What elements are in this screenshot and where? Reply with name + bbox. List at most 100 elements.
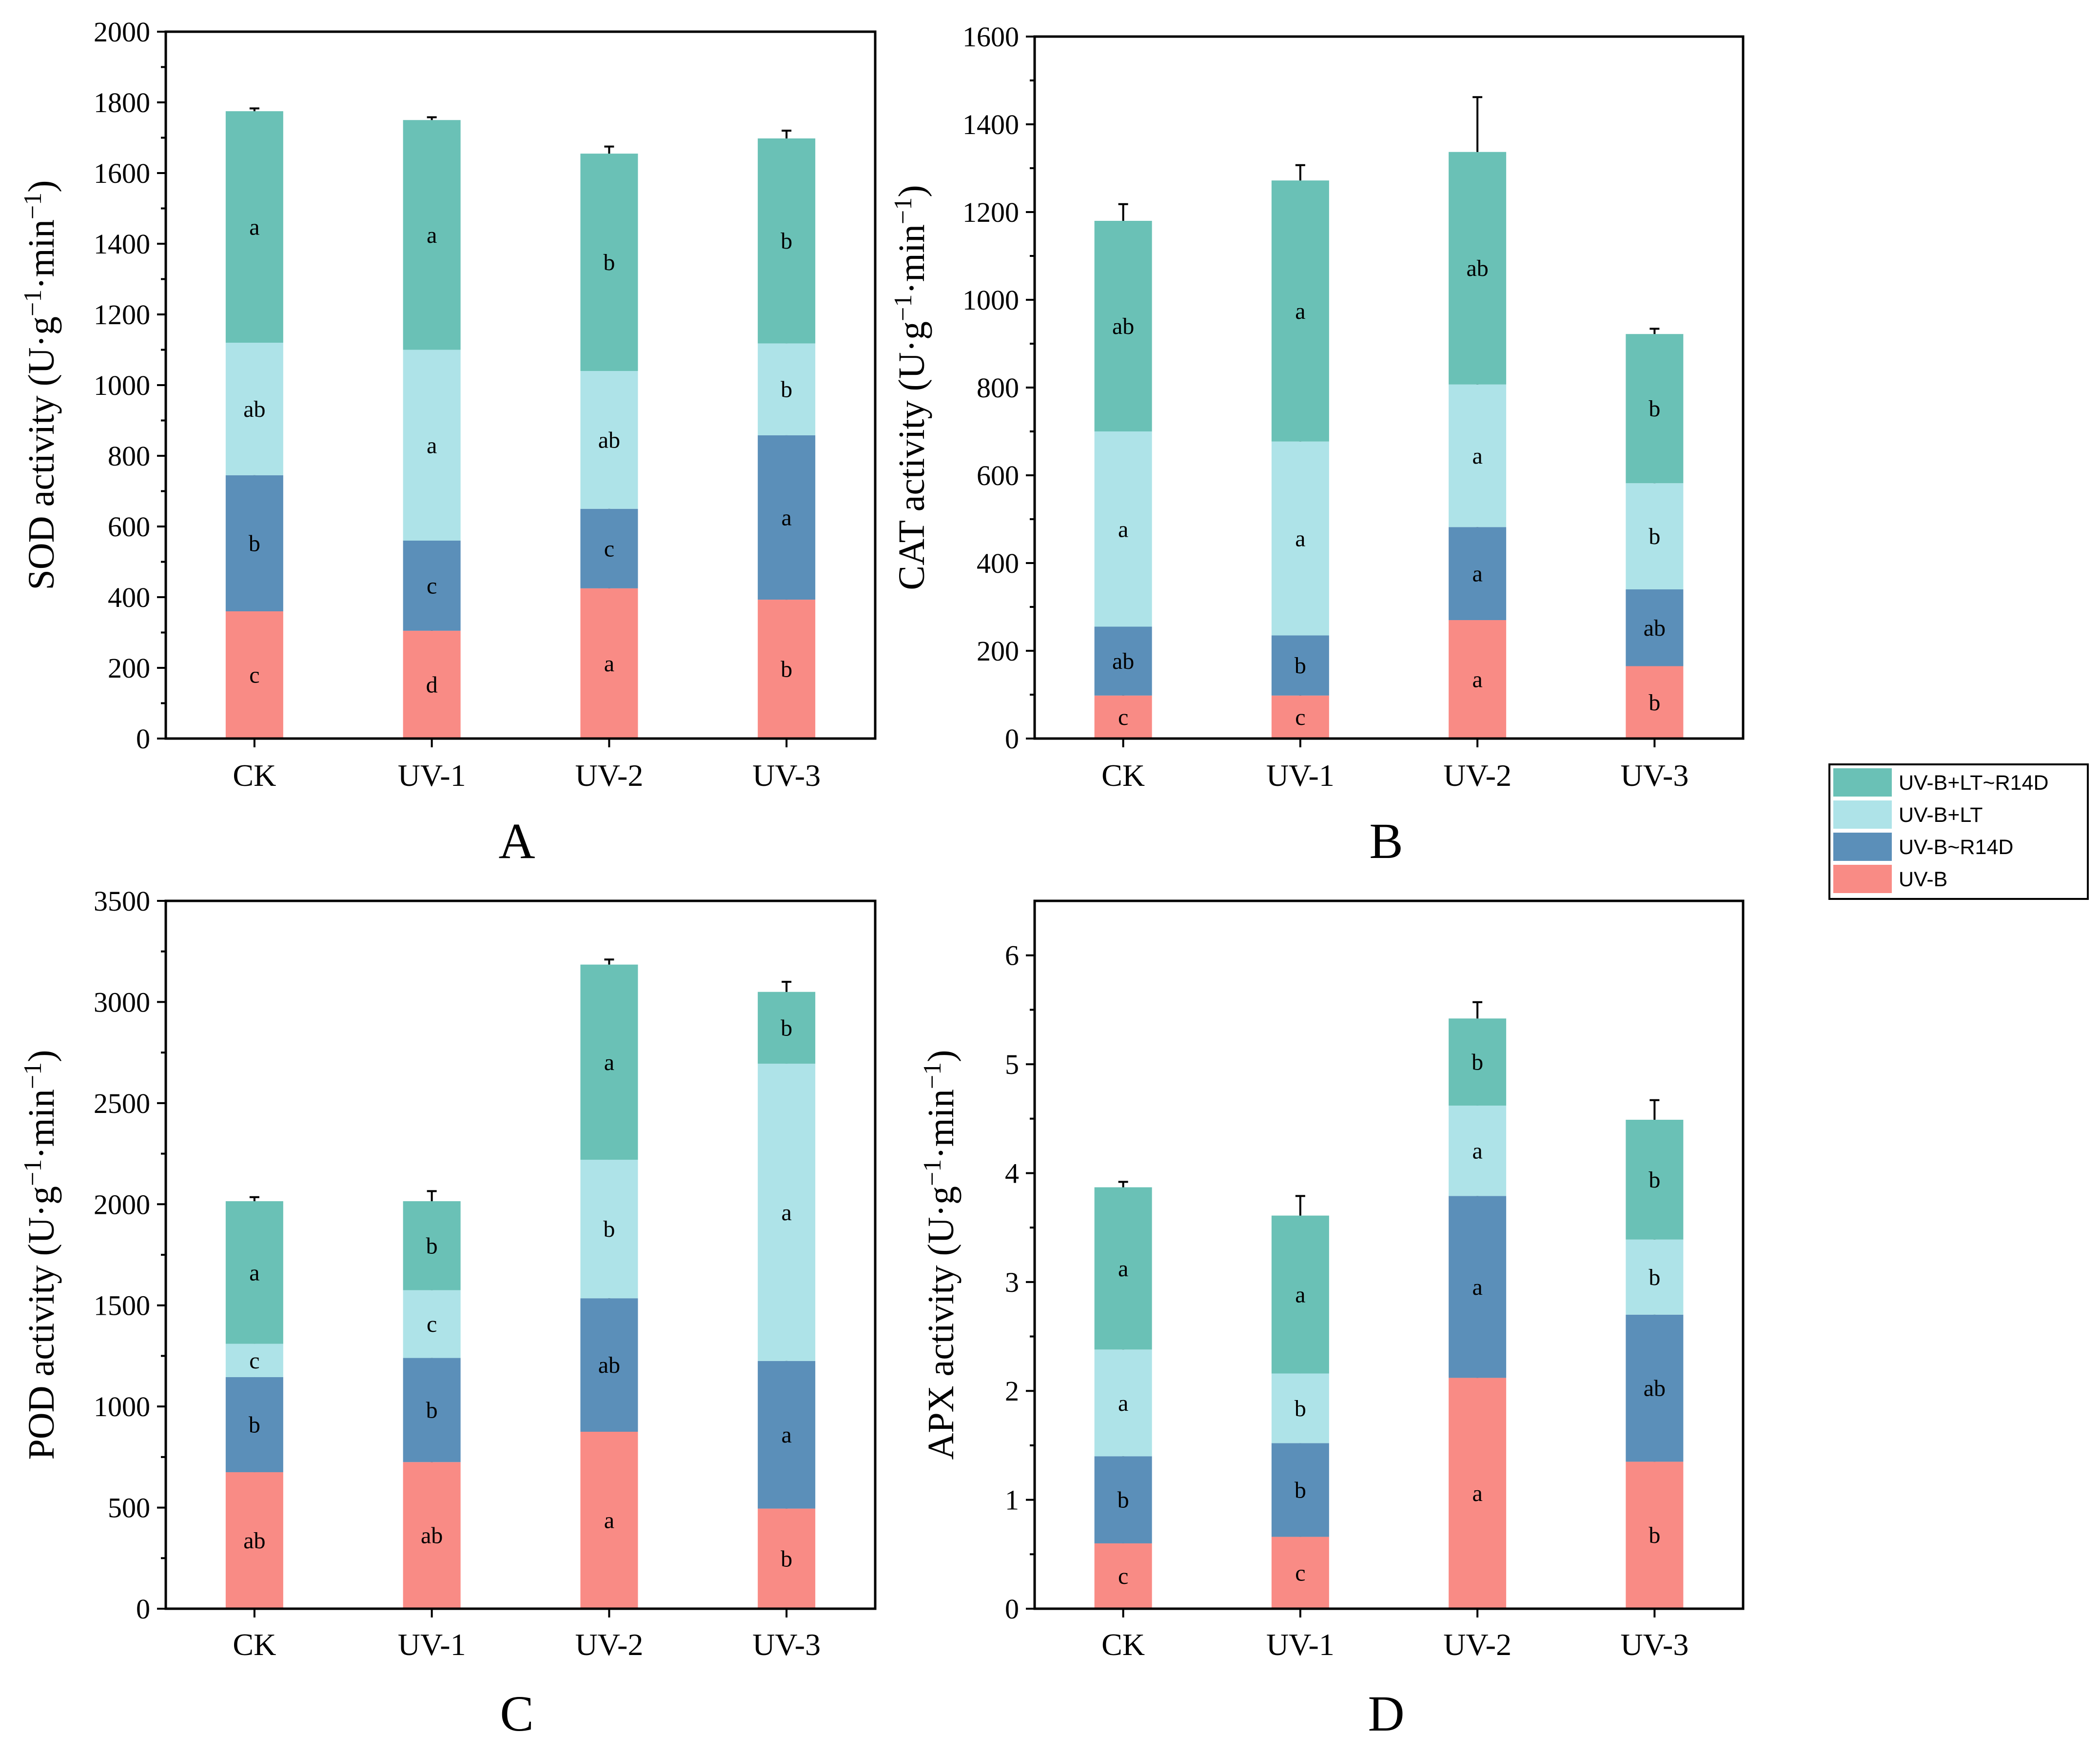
significance-letter: c — [604, 536, 614, 562]
bar-segment — [1271, 635, 1329, 696]
bar-segment — [1094, 626, 1152, 696]
bar-segment — [580, 1298, 638, 1432]
y-tick-label: 2000 — [94, 1188, 150, 1220]
significance-letter: b — [781, 1015, 792, 1041]
y-axis-title: APX activity (U·g−1·min−1) — [919, 1050, 962, 1460]
series-uv-b: c cab — [1094, 609, 1684, 739]
x-tick-label: UV-3 — [752, 758, 821, 793]
y-tick-label: 1600 — [94, 157, 150, 189]
significance-letter: b — [1649, 1265, 1660, 1290]
significance-letter: a — [1472, 1480, 1482, 1506]
significance-letter: b — [1649, 396, 1660, 422]
y-tick-label: 2500 — [94, 1088, 150, 1119]
bar-segment — [1271, 1537, 1329, 1609]
bar-segment — [1449, 1196, 1507, 1378]
x-tick-label: UV-1 — [398, 758, 466, 793]
significance-letter: a — [427, 222, 437, 248]
series-uv-b: c da b — [225, 584, 816, 739]
significance-letter: ab — [1112, 313, 1134, 339]
x-tick-label: UV-3 — [1620, 758, 1688, 793]
bar-segment — [1449, 1105, 1507, 1196]
panel-letter: D — [1368, 1686, 1404, 1742]
series-uv-b-lt-r14d: ab a ab b — [1094, 96, 1684, 484]
bar-segment — [403, 1201, 461, 1290]
bar-segment — [1271, 441, 1329, 636]
significance-letter: b — [781, 1546, 792, 1572]
significance-letter: c — [1295, 1560, 1305, 1586]
legend-label: UV-B — [1899, 868, 1947, 891]
bar-segment — [1094, 1456, 1152, 1543]
significance-letter: a — [1472, 1274, 1482, 1300]
panel-c: ab ababbbabaccbaabab050010001500200025003… — [19, 885, 877, 1742]
significance-letter: a — [604, 1050, 614, 1075]
bar-segment — [1271, 1215, 1329, 1374]
bar-segment — [1449, 1018, 1507, 1106]
significance-letter: c — [427, 1311, 437, 1337]
bar-segment — [403, 630, 461, 739]
bar-segment — [403, 1358, 461, 1462]
significance-letter: b — [1295, 1478, 1306, 1503]
y-tick-label: 3000 — [94, 986, 150, 1018]
y-axis-title: POD activity (U·g−1·min−1) — [19, 1050, 62, 1460]
significance-letter: c — [427, 573, 437, 599]
bar-segment — [403, 1462, 461, 1609]
y-axis-title: CAT activity (U·g−1·min−1) — [889, 185, 932, 590]
bar-segment — [758, 600, 816, 739]
legend-swatch — [1833, 768, 1892, 797]
significance-letter: d — [426, 672, 438, 698]
significance-letter: b — [1649, 1167, 1660, 1193]
legend-label: UV-B~R14D — [1899, 836, 2013, 859]
x-tick-label: UV-3 — [752, 1627, 821, 1662]
series-uv-b-lt: ab a ab b — [225, 306, 816, 541]
bar-segment — [225, 1344, 283, 1377]
y-tick-label: 0 — [1005, 1593, 1019, 1625]
y-tick-label: 0 — [1005, 723, 1019, 755]
y-tick-label: 4 — [1005, 1157, 1019, 1189]
significance-letter: ab — [243, 1528, 265, 1554]
bar-segment — [225, 111, 283, 343]
significance-letter: b — [1295, 1396, 1306, 1422]
significance-letter: b — [1649, 1522, 1660, 1548]
y-tick-label: 0 — [136, 1593, 150, 1625]
series-uv-b-lt-r14d: a b a b — [225, 958, 816, 1344]
bar-segment — [580, 508, 638, 588]
x-tick-label: UV-2 — [575, 1627, 643, 1662]
bar-segment — [758, 1361, 816, 1509]
bar-segment — [1094, 695, 1152, 739]
y-tick-label: 1 — [1005, 1484, 1019, 1516]
plot-frame — [1033, 899, 1745, 1610]
significance-letter: b — [781, 228, 792, 254]
x-tick-label: CK — [233, 758, 276, 793]
significance-letter: ab — [598, 427, 620, 453]
panel-letter: B — [1369, 813, 1403, 869]
bar-segment — [1626, 666, 1684, 739]
series-uv-b: c cab — [1094, 1372, 1684, 1609]
significance-letter: b — [1472, 1050, 1483, 1075]
significance-letter: a — [1118, 516, 1128, 542]
significance-letter: a — [781, 1422, 791, 1448]
x-tick-label: UV-2 — [1443, 758, 1511, 793]
significance-letter: c — [1118, 704, 1128, 730]
bar-segment — [1449, 152, 1507, 385]
significance-letter: ab — [1644, 615, 1666, 641]
x-tick-label: UV-3 — [1620, 1627, 1688, 1662]
x-tick-label: UV-2 — [1443, 1627, 1511, 1662]
bar-segment — [1626, 483, 1684, 589]
x-tick-label: UV-2 — [575, 758, 643, 793]
y-tick-label: 1000 — [962, 284, 1019, 316]
series-uv-b-r14d: b c c a — [225, 430, 816, 631]
significance-letter: a — [427, 432, 437, 458]
bar-segment — [1094, 221, 1152, 431]
significance-letter: a — [1472, 561, 1482, 587]
y-tick-label: 1000 — [94, 1391, 150, 1422]
significance-letter: b — [781, 377, 792, 403]
legend-label: UV-B+LT~R14D — [1899, 771, 2049, 795]
bar-segment — [1449, 527, 1507, 620]
series-uv-b-lt: a a a b — [1094, 355, 1684, 636]
significance-letter: a — [1118, 1390, 1128, 1416]
